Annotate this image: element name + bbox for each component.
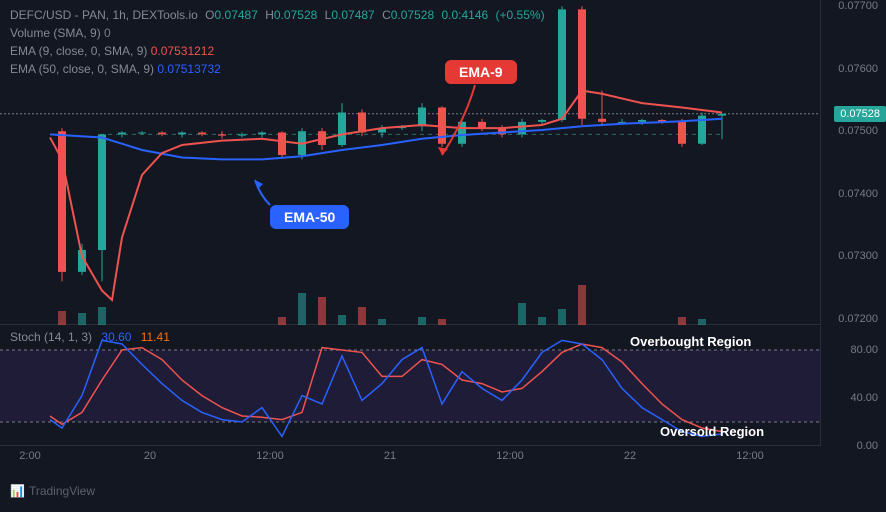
price-tick: 0.07500: [838, 125, 878, 137]
price-tick: 0.07400: [838, 188, 878, 200]
ohlc-h-label: H: [265, 8, 274, 22]
time-tick: 12:00: [736, 450, 764, 462]
ohlc-o-label: O: [205, 8, 214, 22]
time-axis[interactable]: 2:00 20 12:00 21 12:00 22 12:00: [0, 446, 820, 476]
time-tick: 12:00: [256, 450, 284, 462]
stoch-label: Stoch (14, 1, 3): [10, 330, 92, 344]
watermark-text: TradingView: [29, 484, 95, 498]
change-pct: (+0.55%): [496, 8, 545, 22]
chart-container: DEFC/USD - PAN, 1h, DEXTools.io O0.07487…: [0, 0, 886, 512]
ema9-label: EMA (9, close, 0, SMA, 9): [10, 44, 147, 58]
ema9-annotation[interactable]: EMA-9: [445, 60, 517, 84]
time-tick: 2:00: [19, 450, 40, 462]
change-abs: 0.0:4146: [441, 8, 488, 22]
price-axis[interactable]: 0.07200 0.07300 0.07400 0.07500 0.07600 0.077…: [820, 0, 886, 325]
main-price-chart[interactable]: DEFC/USD - PAN, 1h, DEXTools.io O0.07487…: [0, 0, 820, 325]
volume-val: 0: [104, 26, 111, 40]
stoch-axis[interactable]: 0.0040.0080.00: [820, 326, 886, 446]
tradingview-logo-icon: 📊: [10, 484, 25, 498]
stoch-tick: 0.00: [857, 440, 878, 452]
stoch-tick: 80.00: [850, 344, 878, 356]
price-tick: 0.07200: [838, 313, 878, 325]
ohlc-c-label: C: [382, 8, 391, 22]
volume-label: Volume (SMA, 9): [10, 26, 101, 40]
oversold-label: Oversold Region: [660, 424, 764, 439]
ema50-label: EMA (50, close, 0, SMA, 9): [10, 62, 154, 76]
time-tick: 12:00: [496, 450, 524, 462]
ema50-val: 0.07513732: [157, 62, 220, 76]
price-tick: 0.07600: [838, 63, 878, 75]
price-tick: 0.07700: [838, 0, 878, 12]
overbought-label: Overbought Region: [630, 334, 751, 349]
symbol-label[interactable]: DEFC/USD - PAN, 1h, DEXTools.io: [10, 8, 198, 22]
time-tick: 20: [144, 450, 156, 462]
price-tick: 0.07300: [838, 250, 878, 262]
stochastic-chart[interactable]: Stoch (14, 1, 3) 30.60 11.41 Overbought …: [0, 326, 820, 446]
ohlc-c-val: 0.07528: [391, 8, 434, 22]
stoch-d-val: 11.41: [141, 330, 170, 344]
current-price-badge: 0.07528: [834, 106, 886, 122]
time-tick: 21: [384, 450, 396, 462]
tradingview-watermark: 📊 TradingView: [10, 484, 95, 498]
ema9-val: 0.07531212: [151, 44, 214, 58]
stoch-header: Stoch (14, 1, 3) 30.60 11.41: [10, 330, 170, 344]
time-tick: 22: [624, 450, 636, 462]
ohlc-l-val: 0.07487: [331, 8, 374, 22]
stoch-tick: 40.00: [850, 392, 878, 404]
ema50-annotation[interactable]: EMA-50: [270, 205, 349, 229]
ohlc-o-val: 0.07487: [215, 8, 258, 22]
stoch-k-val: 30.60: [101, 330, 131, 344]
ohlc-h-val: 0.07528: [274, 8, 317, 22]
